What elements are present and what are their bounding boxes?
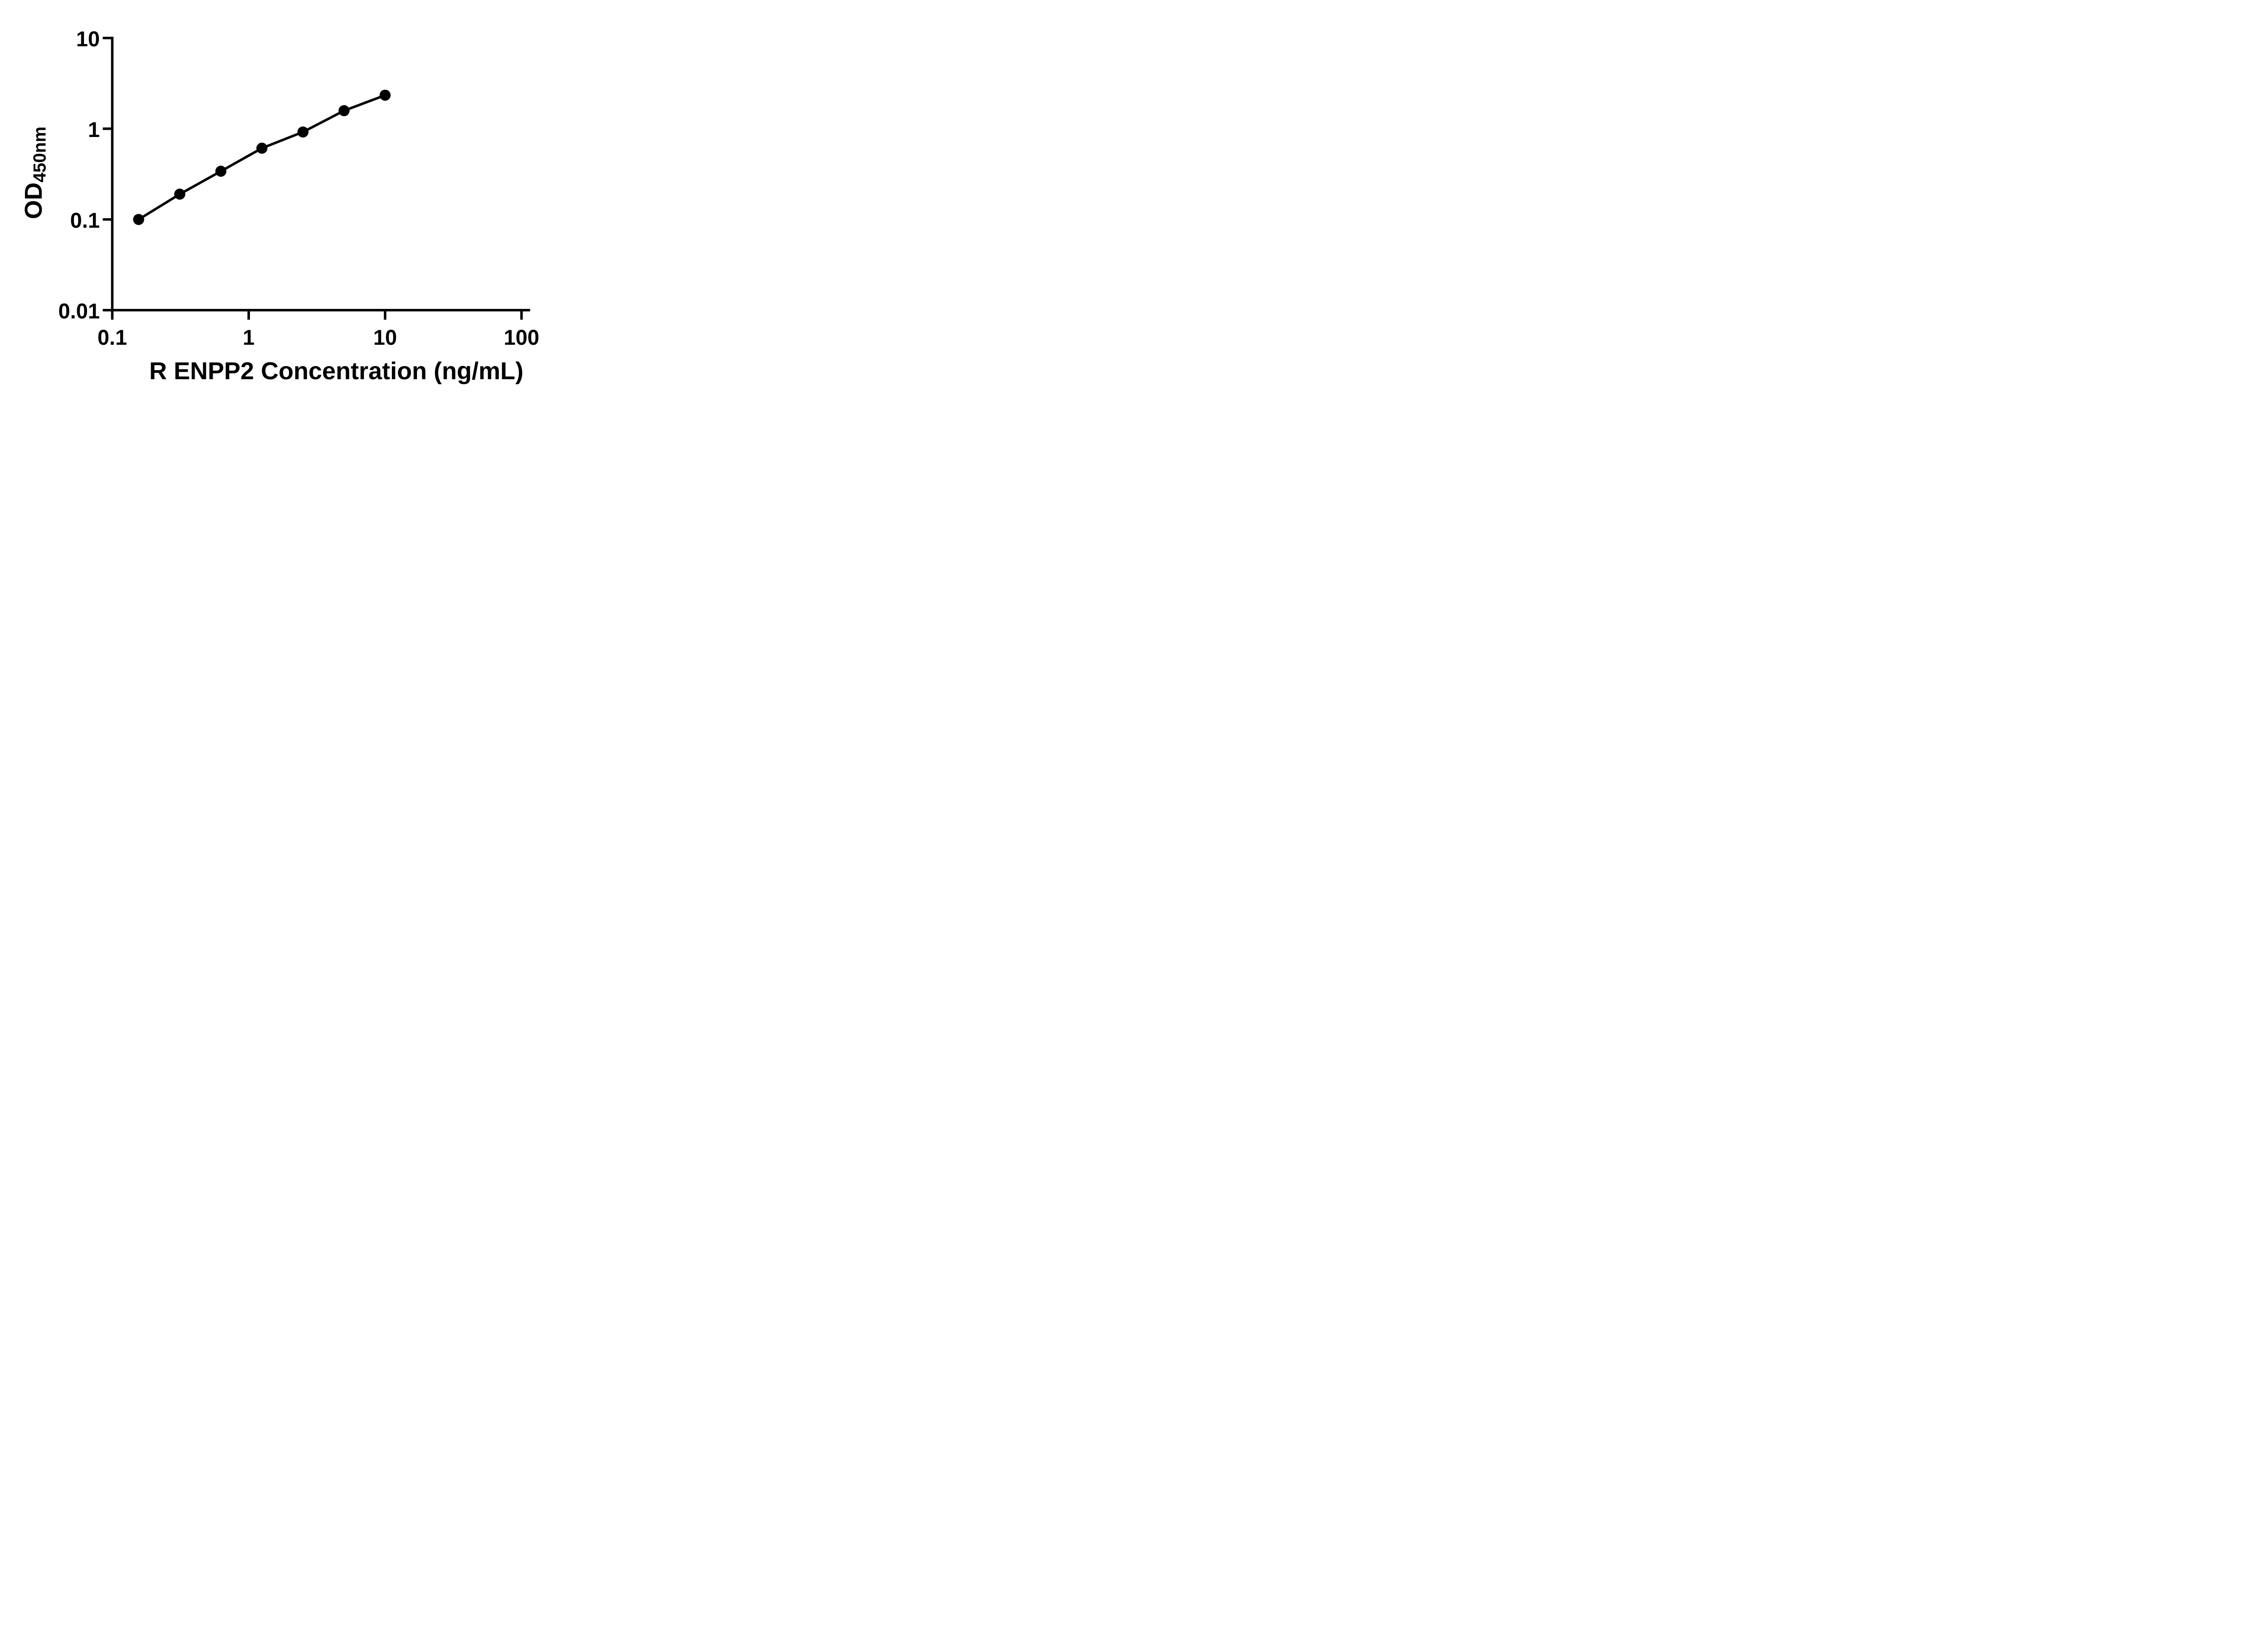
data-point [215,166,227,177]
y-tick-label: 1 [88,117,100,142]
data-point [338,105,350,117]
y-axis-title-subscript: 450nm [30,126,50,183]
y-axis-title-main: OD [20,182,47,220]
y-tick-label: 10 [76,27,100,51]
x-tick-label: 1 [243,325,254,349]
y-axis-title: OD450nm [20,37,50,309]
x-tick-label: 100 [504,325,539,349]
y-tick-label: 0.1 [70,208,100,232]
data-point [256,142,268,154]
y-tick-label: 0.01 [59,299,100,323]
x-tick-label: 10 [373,325,397,349]
data-point [297,126,309,138]
data-point [379,89,391,101]
data-point [133,214,144,225]
elisa-standard-curve-figure: 0.1 1 10 100 10 1 0.1 0.01 OD450nm R ENPP2 Conc… [0,0,583,408]
data-point [174,188,186,200]
x-tick-label: 0.1 [98,325,127,349]
x-axis-title: R ENPP2 Concentration (ng/mL) [149,357,524,385]
